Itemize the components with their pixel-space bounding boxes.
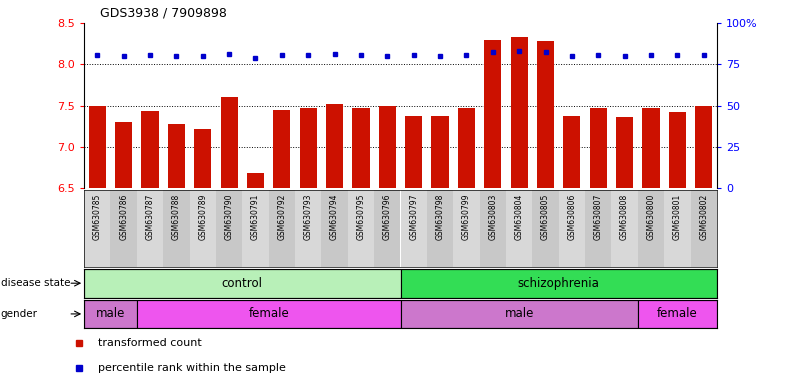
- Bar: [300, 108, 316, 188]
- Bar: [458, 108, 475, 188]
- Bar: [690, 190, 717, 267]
- Text: GSM630799: GSM630799: [462, 194, 471, 240]
- Bar: [405, 116, 422, 188]
- Text: transformed count: transformed count: [99, 338, 202, 348]
- Text: male: male: [505, 308, 533, 320]
- Bar: [695, 106, 712, 188]
- Bar: [273, 110, 291, 188]
- Bar: [111, 190, 137, 267]
- Bar: [84, 300, 137, 328]
- Bar: [168, 124, 185, 188]
- Text: GSM630786: GSM630786: [119, 194, 128, 240]
- Bar: [669, 112, 686, 188]
- Bar: [194, 129, 211, 188]
- Text: control: control: [222, 277, 263, 290]
- Text: GSM630793: GSM630793: [304, 194, 312, 240]
- Bar: [379, 106, 396, 188]
- Bar: [664, 190, 690, 267]
- Bar: [321, 190, 348, 267]
- Text: GSM630805: GSM630805: [541, 194, 550, 240]
- Bar: [432, 116, 449, 188]
- Text: GSM630798: GSM630798: [436, 194, 445, 240]
- Text: GSM630788: GSM630788: [172, 194, 181, 240]
- Bar: [137, 300, 400, 328]
- Bar: [563, 116, 581, 188]
- Bar: [84, 269, 401, 298]
- Bar: [642, 108, 659, 188]
- Text: GSM630800: GSM630800: [646, 194, 655, 240]
- Bar: [84, 190, 111, 267]
- Bar: [559, 190, 585, 267]
- Text: GSM630803: GSM630803: [489, 194, 497, 240]
- Text: GSM630794: GSM630794: [330, 194, 339, 240]
- Text: GSM630790: GSM630790: [224, 194, 234, 240]
- Bar: [616, 117, 633, 188]
- Bar: [190, 190, 216, 267]
- Bar: [220, 98, 238, 188]
- Text: percentile rank within the sample: percentile rank within the sample: [99, 362, 286, 373]
- Bar: [590, 108, 607, 188]
- Bar: [638, 300, 717, 328]
- Text: female: female: [248, 308, 289, 320]
- Text: gender: gender: [1, 309, 38, 319]
- Text: GSM630802: GSM630802: [699, 194, 708, 240]
- Bar: [89, 106, 106, 188]
- Bar: [453, 190, 480, 267]
- Bar: [638, 190, 664, 267]
- Bar: [480, 190, 506, 267]
- Text: GSM630792: GSM630792: [277, 194, 286, 240]
- Text: schizophrenia: schizophrenia: [517, 277, 600, 290]
- Bar: [400, 300, 638, 328]
- Text: female: female: [657, 308, 698, 320]
- Bar: [268, 190, 295, 267]
- Bar: [533, 190, 559, 267]
- Bar: [352, 108, 369, 188]
- Text: GSM630797: GSM630797: [409, 194, 418, 240]
- Text: GSM630807: GSM630807: [594, 194, 602, 240]
- Bar: [115, 122, 132, 188]
- Text: GSM630795: GSM630795: [356, 194, 365, 240]
- Bar: [611, 190, 638, 267]
- Bar: [485, 40, 501, 188]
- Bar: [295, 190, 321, 267]
- Bar: [506, 190, 533, 267]
- Bar: [400, 269, 717, 298]
- Bar: [137, 190, 163, 267]
- Text: GSM630789: GSM630789: [199, 194, 207, 240]
- Bar: [142, 111, 159, 188]
- Bar: [427, 190, 453, 267]
- Text: GSM630804: GSM630804: [515, 194, 524, 240]
- Text: male: male: [96, 308, 125, 320]
- Bar: [585, 190, 611, 267]
- Text: GSM630787: GSM630787: [146, 194, 155, 240]
- Text: GSM630796: GSM630796: [383, 194, 392, 240]
- Bar: [348, 190, 374, 267]
- Text: GSM630808: GSM630808: [620, 194, 629, 240]
- Text: GSM630801: GSM630801: [673, 194, 682, 240]
- Bar: [242, 190, 268, 267]
- Text: GSM630791: GSM630791: [251, 194, 260, 240]
- Text: GSM630806: GSM630806: [567, 194, 577, 240]
- Bar: [510, 37, 528, 188]
- Bar: [247, 173, 264, 188]
- Text: GDS3938 / 7909898: GDS3938 / 7909898: [100, 6, 227, 19]
- Bar: [374, 190, 400, 267]
- Bar: [537, 41, 554, 188]
- Bar: [400, 190, 427, 267]
- Text: GSM630785: GSM630785: [93, 194, 102, 240]
- Bar: [163, 190, 190, 267]
- Bar: [216, 190, 242, 267]
- Text: disease state: disease state: [1, 278, 70, 288]
- Bar: [326, 104, 343, 188]
